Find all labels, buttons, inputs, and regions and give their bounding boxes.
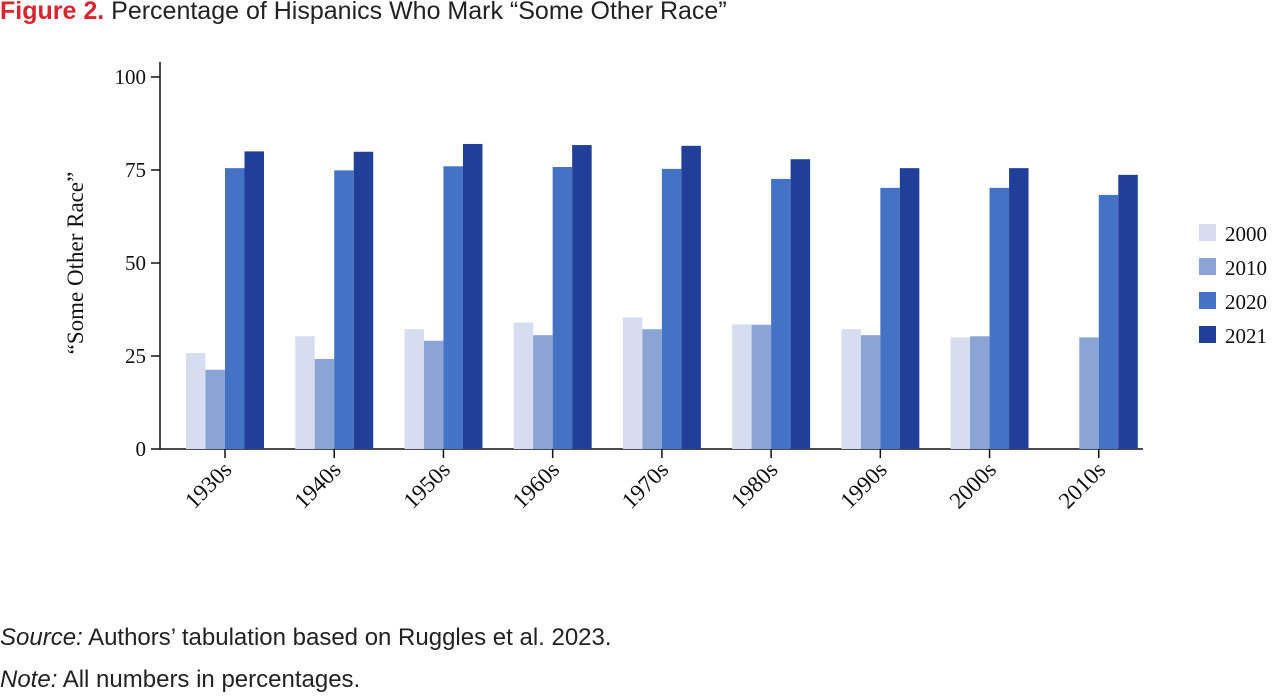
y-axis-label: “Some Other Race” — [63, 172, 88, 355]
bar-2021-1990s — [899, 168, 920, 449]
bar-2021-1960s — [572, 145, 592, 450]
source-note: Source: Authors’ tabulation based on Rug… — [0, 624, 612, 652]
bar-2000-1970s — [622, 317, 643, 449]
bar-2021-1970s — [681, 145, 701, 449]
chart-title: Figure 2. Percentage of Hispanics Who Ma… — [0, 0, 727, 26]
legend-swatch-2000 — [1199, 224, 1216, 241]
bar-2000-1990s — [841, 329, 861, 449]
y-tick-label: 75 — [125, 158, 146, 182]
bar-2010-2000s — [970, 336, 990, 449]
y-tick-label: 100 — [115, 65, 147, 89]
bar-2021-1930s — [244, 151, 264, 449]
bar-2020-1940s — [334, 170, 354, 449]
bar-2010-1960s — [533, 335, 553, 449]
bar-2010-1990s — [860, 335, 881, 449]
bar-2020-1930s — [225, 168, 245, 449]
x-tick-label: 1980s — [726, 457, 783, 514]
source-text: Authors’ tabulation based on Ruggles et … — [88, 624, 612, 651]
x-tick-label: 1930s — [180, 457, 237, 514]
legend-swatch-2010 — [1199, 258, 1216, 275]
bar-2000-1940s — [295, 336, 315, 449]
footnote: Note: All numbers in percentages. — [0, 666, 360, 694]
bar-2020-2000s — [989, 187, 1010, 449]
bar-2020-2010s — [1098, 194, 1119, 449]
bar-2021-1980s — [790, 159, 811, 449]
bar-2010-1930s — [205, 369, 225, 449]
bar-2010-1950s — [423, 340, 444, 449]
bar-2021-2000s — [1009, 168, 1029, 449]
bar-2000-1960s — [513, 322, 534, 449]
bar-2000-1950s — [404, 329, 424, 449]
bar-2010-2010s — [1079, 337, 1099, 449]
title-text: Percentage of Hispanics Who Mark “Some O… — [111, 0, 727, 25]
x-axis: 1930s 1940s 1950s 1960s 1970s 1980s 1990s 2000s… — [160, 448, 1143, 514]
legend-label-2000: 2000 — [1225, 222, 1267, 246]
legend-label-2020: 2020 — [1225, 290, 1267, 314]
bar-2021-2010s — [1118, 174, 1138, 449]
note-text: All numbers in percentages. — [62, 666, 361, 693]
y-tick-label: 0 — [136, 437, 147, 461]
x-tick-label: 1950s — [398, 457, 455, 514]
x-tick-label: 1990s — [835, 457, 892, 514]
source-label: Source: — [0, 624, 83, 651]
legend-swatch-2020 — [1199, 292, 1216, 309]
y-tick-label: 25 — [125, 344, 146, 368]
x-tick-label: 1970s — [617, 457, 674, 514]
bar-2000-2000s — [950, 337, 971, 449]
bar-2020-1990s — [880, 187, 900, 449]
bar-2010-1970s — [642, 329, 662, 449]
bar-2010-1980s — [751, 324, 772, 449]
y-axis: 0 25 50 75 100 — [115, 62, 161, 461]
x-tick-label: 2010s — [1054, 457, 1111, 514]
bar-2020-1980s — [771, 178, 791, 450]
figure-label: Figure 2. — [0, 0, 105, 25]
legend-label-2010: 2010 — [1225, 256, 1267, 280]
x-tick-label: 2000s — [945, 457, 1002, 514]
legend: 2000 2010 2020 2021 — [1199, 222, 1267, 348]
bar-2021-1950s — [462, 143, 483, 449]
legend-swatch-2021 — [1199, 326, 1216, 343]
bar-2000-1980s — [732, 324, 752, 449]
y-tick-label: 50 — [125, 251, 146, 275]
legend-label-2021: 2021 — [1225, 324, 1267, 348]
bar-chart: 0 25 50 75 100 1930s 1940s 1950s 1960s 1970s 1980… — [63, 62, 1267, 514]
x-tick-label: 1940s — [289, 457, 346, 514]
bar-2010-1940s — [314, 358, 335, 449]
bar-2020-1960s — [552, 167, 573, 450]
bars — [186, 143, 1138, 450]
bar-2020-1950s — [443, 166, 463, 449]
bar-2020-1970s — [661, 168, 682, 449]
bar-2021-1940s — [353, 151, 374, 449]
bar-2000-1930s — [186, 353, 206, 449]
x-tick-label: 1960s — [508, 457, 565, 514]
note-label: Note: — [0, 666, 58, 693]
